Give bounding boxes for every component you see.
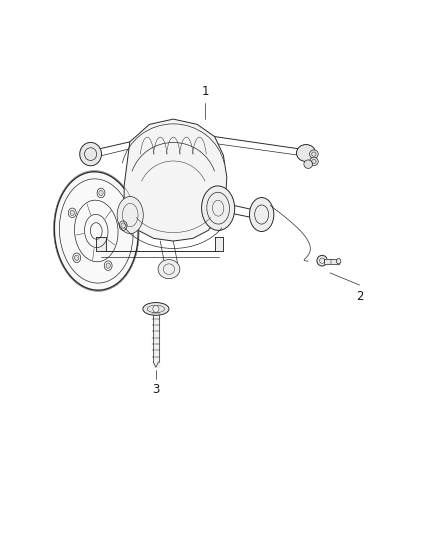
Ellipse shape [74, 255, 79, 261]
Ellipse shape [336, 259, 341, 264]
Ellipse shape [121, 223, 125, 228]
Ellipse shape [143, 303, 169, 316]
Ellipse shape [54, 172, 138, 290]
Text: 2: 2 [356, 290, 364, 303]
Ellipse shape [317, 255, 327, 266]
Text: 1: 1 [201, 85, 209, 98]
Ellipse shape [158, 260, 180, 279]
Text: 3: 3 [152, 383, 159, 396]
Polygon shape [215, 237, 223, 251]
Ellipse shape [304, 160, 313, 168]
Ellipse shape [153, 305, 159, 312]
Ellipse shape [310, 157, 318, 166]
Ellipse shape [106, 263, 110, 268]
Polygon shape [124, 119, 227, 241]
Ellipse shape [310, 150, 318, 158]
Ellipse shape [117, 197, 143, 233]
Ellipse shape [80, 142, 102, 166]
Ellipse shape [201, 186, 235, 230]
Ellipse shape [70, 210, 74, 215]
Ellipse shape [99, 190, 103, 196]
Ellipse shape [297, 144, 316, 161]
Polygon shape [324, 259, 339, 264]
Ellipse shape [250, 198, 274, 231]
Polygon shape [96, 237, 106, 251]
